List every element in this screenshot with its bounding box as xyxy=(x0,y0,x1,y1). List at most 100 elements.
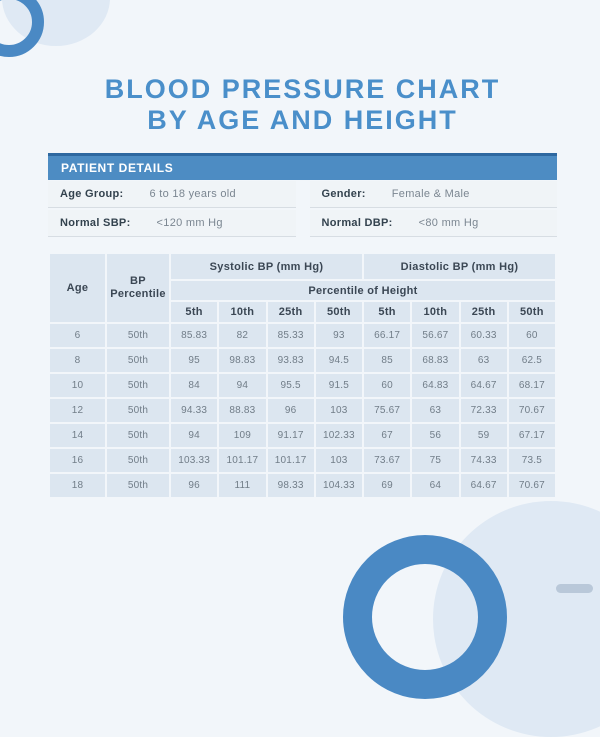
field-normal-sbp: Normal SBP: <120 mm Hg xyxy=(48,210,296,237)
diastolic-value-cell: 64 xyxy=(412,474,459,497)
field-normal-sbp-label: Normal SBP: xyxy=(60,217,131,229)
patient-details-header-label: PATIENT DETAILS xyxy=(61,161,174,175)
field-age-group-label: Age Group: xyxy=(60,188,124,200)
table-row: 12 50th 94.33 88.83 96 103 75.67 63 72.33 70.67 xyxy=(50,399,555,422)
diastolic-value-cell: 62.5 xyxy=(508,349,555,372)
col-header-diastolic-5th: 5th xyxy=(364,302,411,322)
bp-percentile-cell: 50th xyxy=(107,474,169,497)
bp-table-body: 6 50th 85.83 82 85.33 93 66.17 56.67 60.33 60 8 50t… xyxy=(50,324,555,497)
diastolic-value-cell: 66.17 xyxy=(364,324,411,347)
systolic-value-cell: 84 xyxy=(171,374,218,397)
bp-percentile-cell: 50th xyxy=(107,449,169,472)
systolic-value-cell: 93 xyxy=(315,324,362,347)
col-header-systolic-50th: 50th xyxy=(315,302,362,322)
diastolic-value-cell: 68.83 xyxy=(412,349,459,372)
field-gender: Gender: Female & Male xyxy=(309,181,557,208)
systolic-value-cell: 82 xyxy=(219,324,266,347)
systolic-value-cell: 103.33 xyxy=(171,449,218,472)
field-normal-dbp-value: <80 mm Hg xyxy=(418,217,479,229)
diastolic-value-cell: 70.67 xyxy=(508,474,555,497)
table-row: 14 50th 94 109 91.17 102.33 67 56 59 67.17 xyxy=(50,424,555,447)
field-normal-dbp: Normal DBP: <80 mm Hg xyxy=(309,210,557,237)
bp-table-head: Age BP Percentile Systolic BP (mm Hg) Di… xyxy=(50,254,555,322)
diastolic-value-cell: 59 xyxy=(460,424,507,447)
diastolic-value-cell: 60 xyxy=(508,324,555,347)
col-header-bp-percentile: BP Percentile xyxy=(107,254,169,322)
bp-percentile-cell: 50th xyxy=(107,324,169,347)
table-row: 10 50th 84 94 95.5 91.5 60 64.83 64.67 68.17 xyxy=(50,374,555,397)
col-header-systolic-25th: 25th xyxy=(267,302,314,322)
field-gender-value: Female & Male xyxy=(391,188,470,200)
diastolic-value-cell: 64.67 xyxy=(460,374,507,397)
systolic-value-cell: 85.33 xyxy=(267,324,314,347)
age-cell: 10 xyxy=(50,374,105,397)
document-body: BLOOD PRESSURE CHART BY AGE AND HEIGHT P… xyxy=(48,0,557,499)
diastolic-value-cell: 64.67 xyxy=(460,474,507,497)
systolic-value-cell: 94.33 xyxy=(171,399,218,422)
systolic-value-cell: 103 xyxy=(315,399,362,422)
systolic-value-cell: 88.83 xyxy=(219,399,266,422)
diastolic-value-cell: 75 xyxy=(412,449,459,472)
col-header-diastolic-50th: 50th xyxy=(508,302,555,322)
diastolic-value-cell: 85 xyxy=(364,349,411,372)
diastolic-value-cell: 56.67 xyxy=(412,324,459,347)
systolic-value-cell: 96 xyxy=(171,474,218,497)
diastolic-value-cell: 60.33 xyxy=(460,324,507,347)
age-cell: 18 xyxy=(50,474,105,497)
watermark-badge xyxy=(556,584,593,593)
systolic-value-cell: 98.33 xyxy=(267,474,314,497)
bp-percentile-cell: 50th xyxy=(107,399,169,422)
diastolic-value-cell: 74.33 xyxy=(460,449,507,472)
col-header-systolic-10th: 10th xyxy=(219,302,266,322)
systolic-value-cell: 94 xyxy=(219,374,266,397)
col-header-diastolic-group: Diastolic BP (mm Hg) xyxy=(364,254,555,279)
age-cell: 12 xyxy=(50,399,105,422)
table-row: 18 50th 96 111 98.33 104.33 69 64 64.67 70.67 xyxy=(50,474,555,497)
systolic-value-cell: 95.5 xyxy=(267,374,314,397)
diastolic-value-cell: 68.17 xyxy=(508,374,555,397)
systolic-value-cell: 101.17 xyxy=(267,449,314,472)
decor-ring-top-left xyxy=(0,0,44,57)
diastolic-value-cell: 75.67 xyxy=(364,399,411,422)
diastolic-value-cell: 73.5 xyxy=(508,449,555,472)
patient-details-grid: Age Group: 6 to 18 years old Gender: Fem… xyxy=(48,181,557,237)
systolic-value-cell: 101.17 xyxy=(219,449,266,472)
systolic-value-cell: 96 xyxy=(267,399,314,422)
page-title-line-1: BLOOD PRESSURE CHART xyxy=(104,74,501,104)
bp-percentile-cell: 50th xyxy=(107,349,169,372)
systolic-value-cell: 91.5 xyxy=(315,374,362,397)
table-row: 16 50th 103.33 101.17 101.17 103 73.67 75 74.33 7… xyxy=(50,449,555,472)
diastolic-value-cell: 63 xyxy=(412,399,459,422)
diastolic-value-cell: 69 xyxy=(364,474,411,497)
systolic-value-cell: 91.17 xyxy=(267,424,314,447)
table-row: 6 50th 85.83 82 85.33 93 66.17 56.67 60.33 60 xyxy=(50,324,555,347)
col-header-diastolic-10th: 10th xyxy=(412,302,459,322)
systolic-value-cell: 109 xyxy=(219,424,266,447)
diastolic-value-cell: 67 xyxy=(364,424,411,447)
systolic-value-cell: 103 xyxy=(315,449,362,472)
field-gender-label: Gender: xyxy=(321,188,366,200)
page-title-line-2: BY AGE AND HEIGHT xyxy=(147,105,458,135)
bp-percentile-cell: 50th xyxy=(107,374,169,397)
systolic-value-cell: 98.83 xyxy=(219,349,266,372)
patient-details-header: PATIENT DETAILS xyxy=(48,153,557,180)
diastolic-value-cell: 67.17 xyxy=(508,424,555,447)
diastolic-value-cell: 70.67 xyxy=(508,399,555,422)
col-header-age: Age xyxy=(50,254,105,322)
systolic-value-cell: 102.33 xyxy=(315,424,362,447)
diastolic-value-cell: 64.83 xyxy=(412,374,459,397)
systolic-value-cell: 111 xyxy=(219,474,266,497)
systolic-value-cell: 94.5 xyxy=(315,349,362,372)
age-cell: 8 xyxy=(50,349,105,372)
diastolic-value-cell: 56 xyxy=(412,424,459,447)
diastolic-value-cell: 60 xyxy=(364,374,411,397)
age-cell: 6 xyxy=(50,324,105,347)
page-title: BLOOD PRESSURE CHART BY AGE AND HEIGHT xyxy=(48,74,557,136)
systolic-value-cell: 85.83 xyxy=(171,324,218,347)
diastolic-value-cell: 72.33 xyxy=(460,399,507,422)
systolic-value-cell: 94 xyxy=(171,424,218,447)
systolic-value-cell: 104.33 xyxy=(315,474,362,497)
bp-percentile-cell: 50th xyxy=(107,424,169,447)
diastolic-value-cell: 63 xyxy=(460,349,507,372)
diastolic-value-cell: 73.67 xyxy=(364,449,411,472)
